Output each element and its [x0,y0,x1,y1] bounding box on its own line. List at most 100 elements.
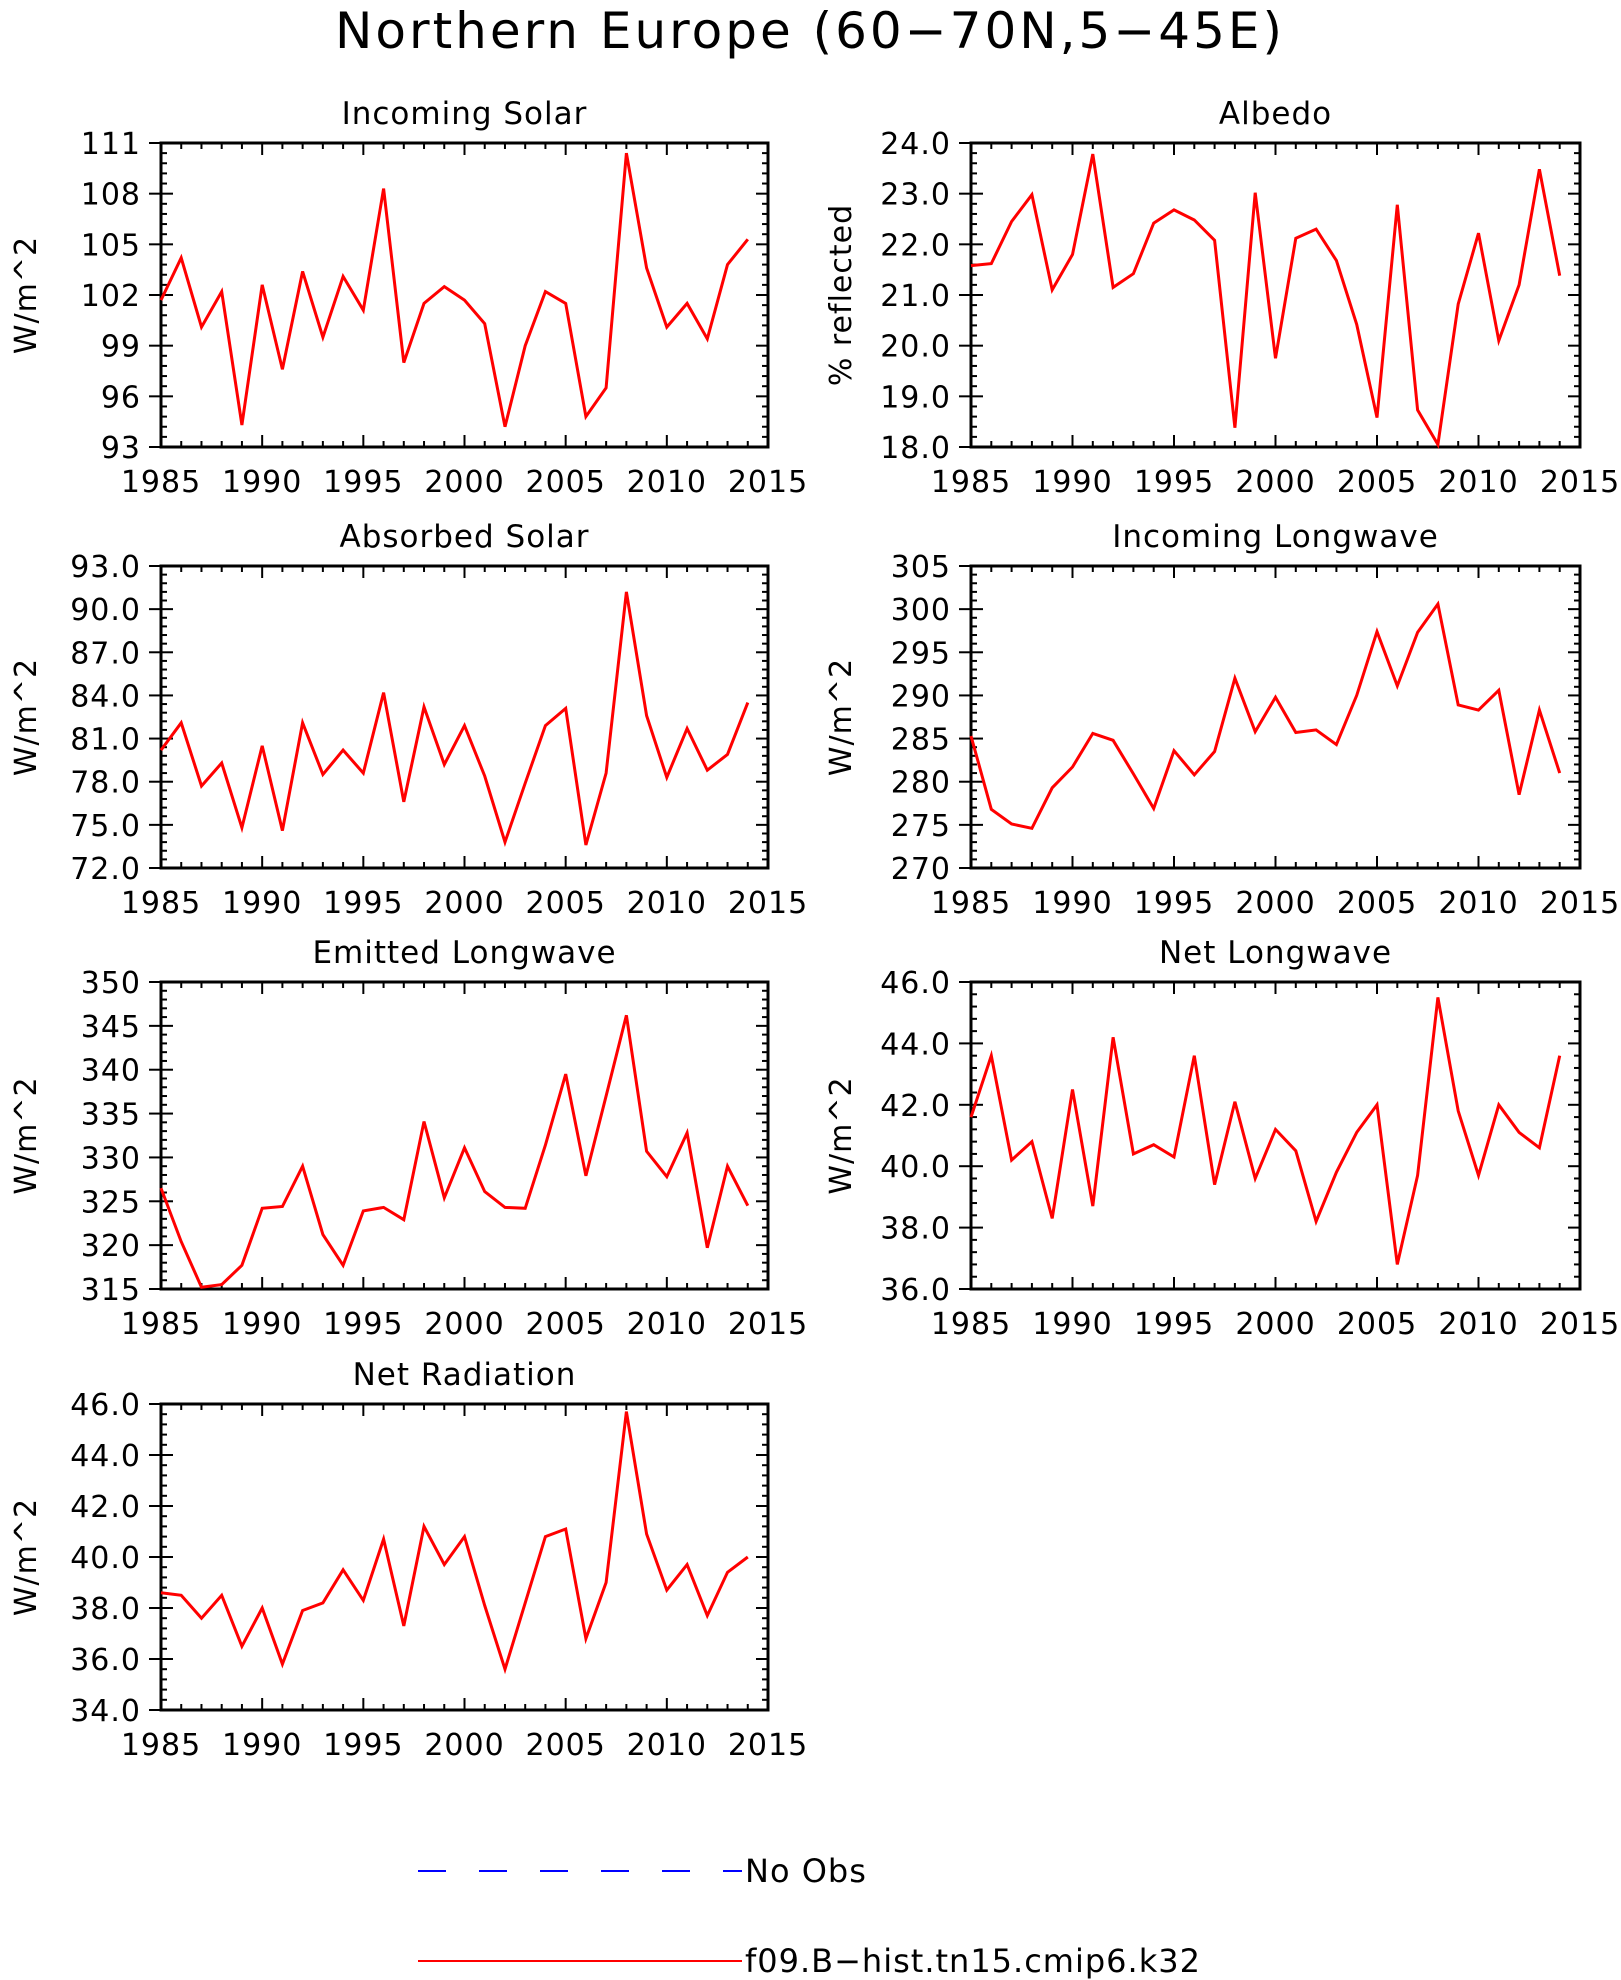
albedo-title: Albedo [1219,96,1332,132]
y-tick-label: 44.0 [70,1439,141,1474]
net-longwave-panel: 1985 1990 1995 2000 2005 2010 2015 36.0 38.0 40.0… [824,935,1619,1342]
absorbed-solar-title: Absorbed Solar [339,519,589,555]
incoming-longwave-frame [969,564,1582,870]
x-tick-label: 2010 [1438,465,1518,500]
emitted-longwave-frame [159,980,770,1291]
y-tick-label: 46.0 [70,1388,141,1423]
x-tick-label: 1995 [323,886,403,921]
y-tick-label: 38.0 [880,1212,951,1247]
legend: No Obs f09.B−hist.tn15.cmip6.k32 [418,1852,1201,1980]
absorbed-solar-series-line [159,591,750,847]
x-tick-label: 1995 [1134,886,1214,921]
y-tick-label: 295 [891,636,951,671]
x-tick-label: 1990 [1032,465,1112,500]
x-tick-label: 2000 [424,1307,504,1342]
x-tick-label: 2005 [525,1728,605,1763]
x-tick-label: 2015 [728,886,808,921]
incoming-solar-ylabel: W/m^2 [9,236,44,354]
y-tick-label: 22.0 [880,228,951,263]
y-tick-label: 40.0 [70,1541,141,1576]
y-tick-label: 36.0 [70,1643,141,1678]
x-tick-label: 1985 [931,886,1011,921]
albedo-series-line [970,153,1562,449]
x-tick-label: 2000 [424,465,504,500]
y-tick-label: 320 [81,1229,141,1264]
absorbed-solar-ylabel: W/m^2 [9,658,44,776]
incoming-longwave-panel: 1985 1990 1995 2000 2005 2010 2015 270 275 280 285… [824,519,1620,921]
y-tick-label: 36.0 [880,1273,951,1308]
x-tick-label: 2015 [728,465,808,500]
y-tick-label: 46.0 [880,966,951,1001]
y-tick-label: 340 [81,1054,141,1089]
y-tick-label: 42.0 [70,1490,141,1525]
y-tick-label: 105 [81,228,141,263]
y-tick-label: 38.0 [70,1592,141,1627]
incoming-solar-panel: 1985 1990 1995 2000 2005 2010 2015 93 96 99 102 105… [9,96,808,500]
legend-model-label: f09.B−hist.tn15.cmip6.k32 [745,1942,1201,1980]
y-tick-label: 23.0 [880,178,951,213]
x-tick-label: 1990 [1032,1307,1112,1342]
x-tick-label: 2000 [424,1728,504,1763]
emitted-longwave-title: Emitted Longwave [312,935,616,971]
x-tick-label: 2010 [1438,1307,1518,1342]
incoming-longwave-title: Incoming Longwave [1112,519,1439,555]
incoming-longwave-series-line [969,600,1562,831]
x-tick-label: 2005 [1337,1307,1417,1342]
x-tick-label: 1985 [121,886,201,921]
y-tick-label: 34.0 [70,1694,141,1729]
net-longwave-series-line [969,997,1562,1265]
x-tick-label: 2010 [627,1728,707,1763]
x-tick-label: 1995 [323,1728,403,1763]
albedo-panel: 1985 1990 1995 2000 2005 2010 2015 18.0 19.0 20.0… [824,96,1619,500]
x-tick-label: 2015 [728,1307,808,1342]
x-tick-label: 2015 [728,1728,808,1763]
incoming-longwave-ylabel: W/m^2 [824,658,859,776]
y-tick-label: 335 [81,1098,141,1133]
x-tick-label: 2005 [525,886,605,921]
y-tick-label: 75.0 [70,809,141,844]
y-tick-label: 21.0 [880,279,951,314]
absorbed-solar-panel: 1985 1990 1995 2000 2005 2010 2015 72.0 75.0 78.0… [9,519,808,921]
emitted-longwave-ylabel: W/m^2 [9,1076,44,1194]
net-radiation-title: Net Radiation [353,1357,577,1393]
y-tick-label: 96 [101,380,141,415]
y-tick-label: 18.0 [880,431,951,466]
x-tick-label: 2000 [1235,886,1315,921]
net-radiation-panel: 1985 1990 1995 2000 2005 2010 2015 34.0 36.0 38.0… [9,1357,808,1763]
y-tick-label: 72.0 [70,852,141,887]
y-tick-label: 290 [891,679,951,714]
y-tick-label: 40.0 [880,1150,951,1185]
x-tick-label: 1995 [1134,465,1214,500]
y-tick-label: 325 [81,1185,141,1220]
y-tick-label: 102 [81,279,141,314]
x-tick-label: 2010 [627,465,707,500]
y-tick-label: 44.0 [880,1027,951,1062]
x-tick-label: 1990 [222,1307,302,1342]
y-tick-label: 19.0 [880,380,951,415]
y-tick-label: 42.0 [880,1089,951,1124]
x-tick-label: 2010 [627,1307,707,1342]
y-tick-label: 111 [81,127,141,162]
x-tick-label: 1990 [222,886,302,921]
emitted-longwave-panel: 1985 1990 1995 2000 2005 2010 2015 315 320 325 330… [9,935,808,1342]
y-tick-label: 300 [891,593,951,628]
x-tick-label: 1990 [222,1728,302,1763]
y-tick-label: 275 [891,809,951,844]
x-tick-label: 2000 [424,886,504,921]
y-tick-label: 305 [891,550,951,585]
x-tick-label: 2000 [1235,1307,1315,1342]
y-tick-label: 315 [81,1273,141,1308]
y-tick-label: 20.0 [880,330,951,365]
x-tick-label: 2005 [1337,465,1417,500]
incoming-solar-frame [159,141,770,449]
x-tick-label: 1985 [121,1728,201,1763]
x-tick-label: 1985 [931,1307,1011,1342]
net-radiation-series-line [160,1411,749,1675]
y-tick-label: 93.0 [70,550,141,585]
x-tick-label: 2010 [627,886,707,921]
y-tick-label: 93 [101,431,141,466]
net-radiation-ylabel: W/m^2 [9,1498,44,1616]
x-tick-label: 2000 [1235,465,1315,500]
x-tick-label: 2015 [1540,886,1620,921]
